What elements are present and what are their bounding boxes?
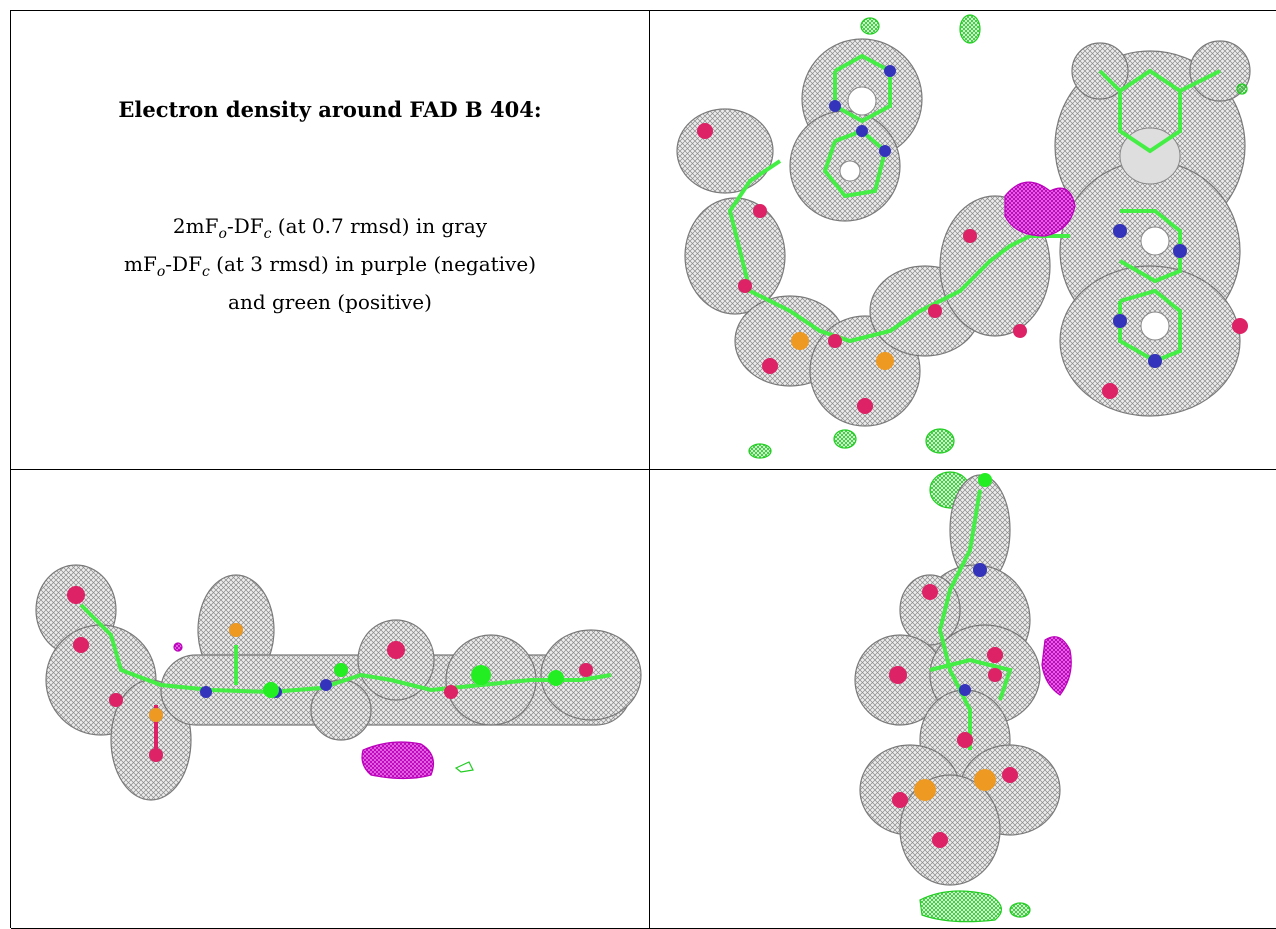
figure-table: Electron density around FAD B 404: 2mFo-… [10,10,1276,929]
density-render-side [35,564,642,801]
gray-density-mesh [854,474,1061,886]
caption-title: Electron density around FAD B 404: [118,97,542,122]
density-render-end [854,471,1072,923]
atoms [697,65,1248,414]
caption-cell: Electron density around FAD B 404: 2mFo-… [11,11,650,470]
positive-density [748,14,1248,459]
atoms [889,473,1018,848]
legend-2fofc: 2mFo-DFc (at 0.7 rmsd) in gray [172,214,488,242]
atoms [67,586,593,762]
atom-model [727,53,1221,364]
density-panel-end-view [650,470,1276,929]
negative-density [173,642,434,780]
positive-density [454,761,474,773]
density-render-top [676,14,1251,459]
positive-density-bottom [919,890,1031,923]
density-panel-side-view [11,470,650,929]
negative-density [1041,636,1072,696]
atom-model [929,489,1013,750]
density-panel-top-view [650,11,1276,470]
caption-legend: 2mFo-DFc (at 0.7 rmsd) in gray mFo-DFc (… [11,211,649,317]
legend-fofc: mFo-DFc (at 3 rmsd) in purple (negative) [124,252,536,280]
legend-colors: and green (positive) [228,290,432,314]
negative-density [1004,181,1076,237]
